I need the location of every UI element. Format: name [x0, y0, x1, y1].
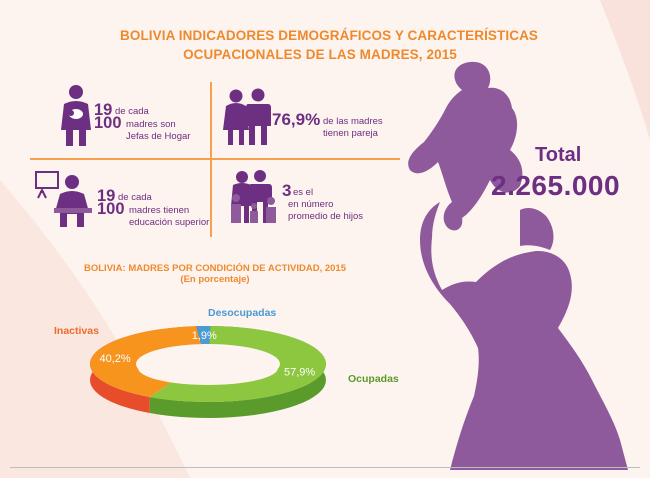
donut-chart: 57,9% 40,2% 1,9% — [90, 326, 326, 418]
educacion-number-100: 100 — [97, 200, 125, 218]
chart-title: BOLIVIA: MADRES POR CONDICIÓN DE ACTIVID… — [60, 263, 370, 285]
title-line-2: OCUPACIONALES DE LAS MADRES, 2015 — [183, 47, 457, 62]
jefas-text-1: de cada — [115, 106, 149, 117]
jefas-text-2: madres son — [126, 119, 176, 130]
jefas-text-3: Jefas de Hogar — [126, 131, 191, 142]
donut-slice-desocupadas — [196, 326, 211, 345]
chart-title-main: BOLIVIA: MADRES POR CONDICIÓN DE ACTIVID… — [84, 263, 346, 274]
divider-vertical — [210, 82, 212, 237]
page-title: BOLIVIA INDICADORES DEMOGRÁFICOS Y CARAC… — [120, 26, 539, 64]
total-label: Total — [535, 144, 582, 166]
jefas-number-19: 19 — [94, 101, 113, 119]
pareja-value: 76,9% — [272, 110, 321, 129]
mother-lifting-baby-silhouette — [408, 61, 628, 470]
donut-slice-ocupadas — [149, 326, 326, 402]
donut-label-inactivas: 40,2% — [99, 353, 130, 365]
pareja-text-2: tienen pareja — [323, 128, 378, 139]
donut-label-desocupadas: 1,9% — [192, 330, 217, 342]
educacion-text-2: madres tienen — [129, 205, 190, 216]
educacion-text-1: de cada — [118, 192, 152, 203]
legend-inactivas: Inactivas — [54, 325, 99, 337]
graduate-icon — [35, 171, 92, 227]
pareja-text-1: de las madres — [323, 116, 383, 127]
donut-slice-inactivas — [90, 326, 201, 398]
total-value: 2.265.000 — [491, 170, 621, 201]
chart-subtitle: (En porcentaje) — [180, 274, 250, 285]
pareja-stat: 76,9% — [272, 110, 321, 130]
educacion-text-3: educación superior — [129, 217, 210, 228]
educacion-number-19: 19 — [97, 187, 116, 205]
hijos-text-2: en número — [288, 199, 334, 210]
family-icon — [231, 170, 276, 223]
legend-ocupadas: Ocupadas — [348, 373, 399, 385]
couple-icon — [223, 88, 271, 145]
mother-baby-icon — [61, 85, 91, 146]
legend-desocupadas: Desocupadas — [208, 307, 277, 319]
hijos-text-1: es el — [293, 187, 314, 198]
title-line-1: BOLIVIA INDICADORES DEMOGRÁFICOS Y CARAC… — [120, 28, 539, 43]
donut-hole — [138, 351, 278, 385]
divider-horizontal — [30, 158, 400, 160]
bottom-rule — [10, 467, 640, 468]
donut-label-ocupadas: 57,9% — [284, 367, 315, 379]
hijos-text-3: promedio de hijos — [288, 211, 363, 222]
jefas-number-100: 100 — [94, 114, 122, 132]
hijos-value: 3 — [282, 181, 292, 200]
